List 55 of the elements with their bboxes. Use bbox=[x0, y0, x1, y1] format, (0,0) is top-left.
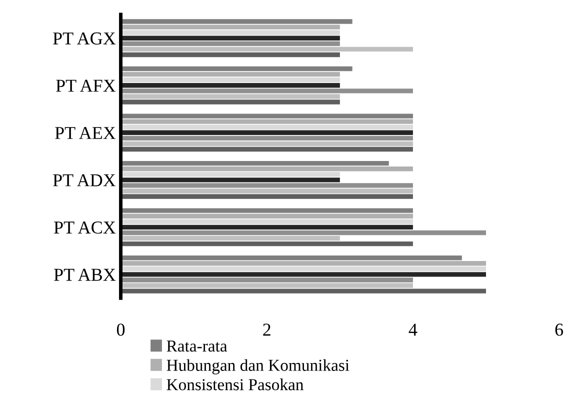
y-tick-label: PT AEX bbox=[55, 126, 116, 139]
bar bbox=[120, 230, 486, 236]
x-tick-label: 2 bbox=[263, 324, 270, 336]
y-tick-label: PT AFX bbox=[56, 80, 116, 92]
x-tick-label: 6 bbox=[555, 324, 564, 336]
bar bbox=[120, 172, 340, 177]
bar bbox=[120, 124, 413, 130]
bar bbox=[120, 52, 340, 58]
bar bbox=[120, 72, 340, 77]
bar bbox=[120, 183, 413, 188]
bar bbox=[120, 119, 413, 124]
bar bbox=[120, 88, 413, 94]
y-tick-label: PT AGX bbox=[53, 32, 116, 45]
bar bbox=[120, 178, 340, 182]
bar bbox=[120, 241, 413, 246]
bar bbox=[120, 146, 413, 152]
bar bbox=[120, 224, 413, 230]
bar bbox=[120, 194, 413, 199]
bar bbox=[120, 100, 340, 104]
bar bbox=[120, 41, 340, 46]
bar bbox=[120, 30, 340, 35]
bar bbox=[120, 266, 486, 272]
bar bbox=[120, 236, 340, 241]
legend-label: Konsistensi Pasokan bbox=[166, 378, 304, 390]
bar bbox=[120, 141, 413, 146]
bar bbox=[120, 36, 340, 40]
bar bbox=[120, 283, 413, 288]
y-tick-label: PT ADX bbox=[53, 174, 116, 186]
bar bbox=[120, 288, 486, 294]
bar bbox=[120, 114, 413, 118]
bar bbox=[120, 94, 340, 99]
bar bbox=[120, 24, 340, 30]
bar bbox=[120, 166, 413, 172]
bar bbox=[120, 188, 413, 194]
bar bbox=[120, 255, 462, 260]
bar bbox=[120, 208, 413, 213]
bar bbox=[120, 160, 389, 166]
bar bbox=[120, 136, 413, 141]
x-tick-label: 4 bbox=[408, 324, 418, 336]
bar bbox=[120, 46, 413, 52]
bar bbox=[120, 214, 413, 218]
legend-label: Rata-rata bbox=[166, 340, 228, 352]
bar bbox=[120, 130, 413, 136]
y-tick-label: PT ABX bbox=[54, 268, 116, 281]
bar bbox=[120, 83, 340, 88]
bar bbox=[120, 278, 413, 282]
y-tick-label: PT ACX bbox=[54, 221, 116, 234]
legend-label: Hubungan dan Komunikasi bbox=[166, 359, 350, 374]
bar bbox=[120, 261, 486, 266]
x-tick-label: 0 bbox=[116, 324, 125, 336]
bar bbox=[120, 219, 413, 224]
bar bbox=[120, 66, 352, 72]
bar bbox=[120, 272, 486, 277]
bar bbox=[120, 78, 340, 82]
bar bbox=[120, 19, 352, 24]
